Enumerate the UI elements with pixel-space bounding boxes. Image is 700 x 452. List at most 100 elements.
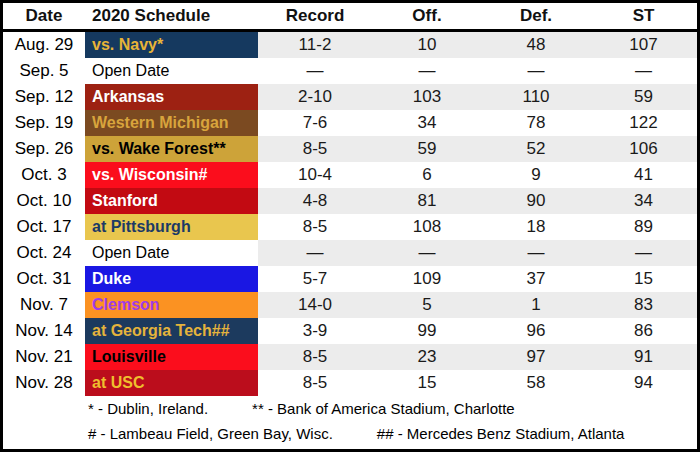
opponent-cell: Clemson <box>85 292 258 318</box>
table-row: Sep. 26 vs. Wake Forest** 8-5 59 52 106 <box>3 136 697 162</box>
date-cell: Oct. 24 <box>3 240 85 266</box>
def-rank-cell: 58 <box>482 370 590 396</box>
st-rank-cell: 34 <box>590 188 697 214</box>
record-cell: 4-8 <box>258 188 372 214</box>
header-off: Off. <box>372 6 482 26</box>
off-rank-cell: 34 <box>372 110 482 136</box>
st-rank-cell: 91 <box>590 344 697 370</box>
date-cell: Aug. 29 <box>3 32 85 58</box>
opponent-cell: Arkansas <box>85 84 258 110</box>
header-schedule: 2020 Schedule <box>85 6 258 26</box>
table-row: Oct. 31 Duke 5-7 109 37 15 <box>3 266 697 292</box>
off-rank-cell: 15 <box>372 370 482 396</box>
table-row: Oct. 24 Open Date — — — — <box>3 240 697 266</box>
def-rank-cell: 48 <box>482 32 590 58</box>
record-cell: 10-4 <box>258 162 372 188</box>
date-cell: Oct. 10 <box>3 188 85 214</box>
date-cell: Nov. 14 <box>3 318 85 344</box>
off-rank-cell: — <box>372 240 482 266</box>
record-cell: 8-5 <box>258 136 372 162</box>
opponent-cell: Open Date <box>85 58 258 84</box>
opponent-cell: vs. Navy* <box>85 32 258 58</box>
st-rank-cell: 15 <box>590 266 697 292</box>
date-cell: Nov. 21 <box>3 344 85 370</box>
off-rank-cell: 10 <box>372 32 482 58</box>
off-rank-cell: 5 <box>372 292 482 318</box>
off-rank-cell: 103 <box>372 84 482 110</box>
st-rank-cell: — <box>590 58 697 84</box>
def-rank-cell: — <box>482 240 590 266</box>
header-st: ST <box>590 6 697 26</box>
st-rank-cell: — <box>590 240 697 266</box>
footnote-line-2: # - Lambeau Field, Green Bay, Wisc. ## - … <box>3 421 697 446</box>
st-rank-cell: 86 <box>590 318 697 344</box>
opponent-cell: at USC <box>85 370 258 396</box>
table-row: Sep. 19 Western Michigan 7-6 34 78 122 <box>3 110 697 136</box>
st-rank-cell: 106 <box>590 136 697 162</box>
date-cell: Oct. 17 <box>3 214 85 240</box>
st-rank-cell: 59 <box>590 84 697 110</box>
record-cell: — <box>258 240 372 266</box>
def-rank-cell: 97 <box>482 344 590 370</box>
footnote-charlotte: ** - Bank of America Stadium, Charlotte <box>252 400 515 417</box>
st-rank-cell: 89 <box>590 214 697 240</box>
def-rank-cell: 37 <box>482 266 590 292</box>
record-cell: — <box>258 58 372 84</box>
header-date: Date <box>3 6 85 26</box>
record-cell: 7-6 <box>258 110 372 136</box>
date-cell: Oct. 3 <box>3 162 85 188</box>
off-rank-cell: 99 <box>372 318 482 344</box>
record-cell: 2-10 <box>258 84 372 110</box>
opponent-cell: at Pittsburgh <box>85 214 258 240</box>
off-rank-cell: — <box>372 58 482 84</box>
record-cell: 5-7 <box>258 266 372 292</box>
date-cell: Sep. 5 <box>3 58 85 84</box>
table-row: Aug. 29 vs. Navy* 11-2 10 48 107 <box>3 32 697 58</box>
opponent-cell: Louisville <box>85 344 258 370</box>
opponent-cell: Open Date <box>85 240 258 266</box>
table-row: Nov. 7 Clemson 14-0 5 1 83 <box>3 292 697 318</box>
st-rank-cell: 83 <box>590 292 697 318</box>
st-rank-cell: 107 <box>590 32 697 58</box>
table-body: Aug. 29 vs. Navy* 11-2 10 48 107 Sep. 5 … <box>3 32 697 396</box>
record-cell: 8-5 <box>258 370 372 396</box>
off-rank-cell: 108 <box>372 214 482 240</box>
footnote-lambeau: # - Lambeau Field, Green Bay, Wisc. <box>88 425 333 442</box>
off-rank-cell: 6 <box>372 162 482 188</box>
table-row: Sep. 5 Open Date — — — — <box>3 58 697 84</box>
table-row: Nov. 14 at Georgia Tech## 3-9 99 96 86 <box>3 318 697 344</box>
off-rank-cell: 109 <box>372 266 482 292</box>
st-rank-cell: 41 <box>590 162 697 188</box>
def-rank-cell: 9 <box>482 162 590 188</box>
record-cell: 3-9 <box>258 318 372 344</box>
record-cell: 11-2 <box>258 32 372 58</box>
opponent-cell: at Georgia Tech## <box>85 318 258 344</box>
st-rank-cell: 94 <box>590 370 697 396</box>
date-cell: Sep. 26 <box>3 136 85 162</box>
opponent-cell: vs. Wake Forest** <box>85 136 258 162</box>
date-cell: Oct. 31 <box>3 266 85 292</box>
off-rank-cell: 81 <box>372 188 482 214</box>
footnote-line-1: * - Dublin, Ireland.** - Bank of America… <box>3 396 697 421</box>
footnote-mercedes: ## - Mercedes Benz Stadium, Atlanta <box>377 425 625 442</box>
def-rank-cell: 110 <box>482 84 590 110</box>
table-row: Oct. 10 Stanford 4-8 81 90 34 <box>3 188 697 214</box>
st-rank-cell: 122 <box>590 110 697 136</box>
header-record: Record <box>258 6 372 26</box>
table-header-row: Date 2020 Schedule Record Off. Def. ST <box>3 3 697 32</box>
def-rank-cell: 52 <box>482 136 590 162</box>
record-cell: 8-5 <box>258 344 372 370</box>
def-rank-cell: 96 <box>482 318 590 344</box>
table-row: Nov. 21 Louisville 8-5 23 97 91 <box>3 344 697 370</box>
def-rank-cell: 1 <box>482 292 590 318</box>
def-rank-cell: 90 <box>482 188 590 214</box>
opponent-cell: Duke <box>85 266 258 292</box>
opponent-cell: Stanford <box>85 188 258 214</box>
opponent-cell: Western Michigan <box>85 110 258 136</box>
opponent-cell: vs. Wisconsin# <box>85 162 258 188</box>
table-row: Nov. 28 at USC 8-5 15 58 94 <box>3 370 697 396</box>
date-cell: Sep. 19 <box>3 110 85 136</box>
table-row: Oct. 17 at Pittsburgh 8-5 108 18 89 <box>3 214 697 240</box>
record-cell: 8-5 <box>258 214 372 240</box>
schedule-table: Date 2020 Schedule Record Off. Def. ST A… <box>0 0 700 452</box>
